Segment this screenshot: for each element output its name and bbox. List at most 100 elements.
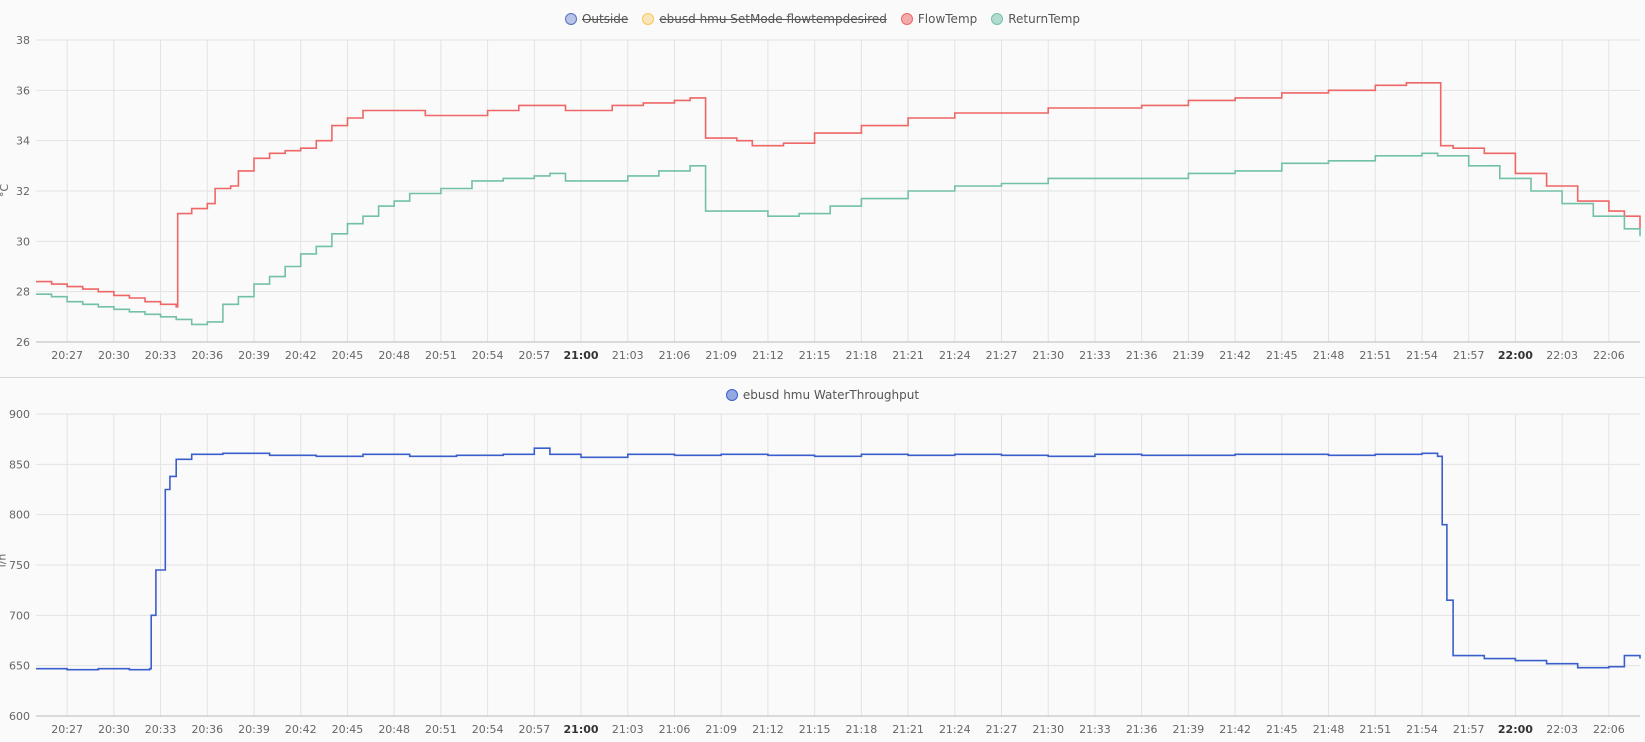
x-tick-label: 22:06 — [1593, 723, 1625, 736]
legend-marker-ebusd-hmu-waterthroughput — [725, 389, 738, 401]
x-tick-label: 21:45 — [1266, 349, 1298, 362]
y-tick-label: 800 — [9, 509, 30, 522]
x-tick-label: 21:48 — [1313, 723, 1345, 736]
legend-marker-outside — [564, 13, 577, 25]
series-line-ebusd-hmu-waterthroughput — [36, 447, 1641, 671]
y-tick-label: 650 — [9, 660, 30, 673]
x-tick-label: 20:30 — [98, 723, 130, 736]
x-tick-label: 20:51 — [425, 349, 457, 362]
x-tick-label: 21:42 — [1219, 723, 1251, 736]
x-tick-label: 21:30 — [1032, 349, 1064, 362]
x-tick-label: 20:54 — [472, 349, 504, 362]
water-throughput-chart-y-axis-label: l/h — [0, 553, 9, 568]
x-tick-label: 21:42 — [1219, 349, 1251, 362]
x-tick-label: 21:06 — [659, 349, 691, 362]
legend-item-flowtemp[interactable]: FlowTemp — [900, 12, 978, 26]
x-tick-label: 21:30 — [1032, 723, 1064, 736]
y-tick-label: 850 — [9, 458, 30, 471]
temperature-chart-legend: Outside ebusd hmu SetMode flowtempdesired… — [0, 12, 1645, 26]
x-tick-label: 21:33 — [1079, 723, 1111, 736]
y-tick-label: 600 — [9, 710, 30, 723]
x-tick-label: 21:15 — [799, 723, 831, 736]
legend-marker-flowtemp — [900, 13, 913, 25]
x-tick-label: 22:00 — [1498, 723, 1533, 736]
x-tick-label: 22:03 — [1546, 723, 1578, 736]
x-tick-label: 20:36 — [191, 349, 223, 362]
y-tick-label: 32 — [16, 185, 30, 198]
y-tick-label: 36 — [16, 84, 30, 97]
x-tick-label: 22:06 — [1593, 349, 1625, 362]
y-tick-label: 750 — [9, 559, 30, 572]
temperature-chart-panel: Outside ebusd hmu SetMode flowtempdesired… — [0, 12, 1645, 362]
x-tick-label: 21:24 — [939, 723, 971, 736]
x-tick-label: 20:48 — [378, 349, 410, 362]
legend-label-outside: Outside — [581, 12, 629, 26]
water-throughput-chart-panel: ebusd hmu WaterThroughput 600 650 700 750 80… — [0, 378, 1645, 742]
x-tick-label: 21:21 — [892, 723, 924, 736]
y-tick-label: 26 — [16, 336, 30, 349]
y-tick-label: 700 — [9, 609, 30, 622]
x-tick-label: 20:51 — [425, 723, 457, 736]
x-tick-label: 20:33 — [145, 723, 177, 736]
x-tick-label: 21:00 — [564, 349, 599, 362]
x-tick-label: 20:45 — [332, 349, 364, 362]
x-tick-label: 20:42 — [285, 349, 317, 362]
y-tick-label: 34 — [16, 135, 30, 148]
legend-item-returntemp[interactable]: ReturnTemp — [991, 12, 1080, 26]
x-tick-label: 20:45 — [332, 723, 364, 736]
x-tick-label: 20:48 — [378, 723, 410, 736]
x-tick-label: 21:24 — [939, 349, 971, 362]
y-tick-label: 28 — [16, 286, 30, 299]
series-line-flowtemp — [36, 82, 1641, 308]
x-tick-label: 20:42 — [285, 723, 317, 736]
x-tick-label: 21:36 — [1126, 723, 1158, 736]
x-tick-label: 21:09 — [705, 723, 737, 736]
temperature-chart-y-axis-label: °C — [0, 183, 12, 198]
x-tick-label: 20:39 — [238, 349, 270, 362]
legend-item-ebusd-hmu-waterthroughput[interactable]: ebusd hmu WaterThroughput — [725, 388, 920, 402]
x-tick-label: 20:27 — [51, 723, 83, 736]
x-tick-label: 21:33 — [1079, 349, 1111, 362]
x-tick-label: 21:57 — [1453, 723, 1485, 736]
x-tick-label: 21:54 — [1406, 723, 1438, 736]
x-tick-label: 21:54 — [1406, 349, 1438, 362]
x-tick-label: 20:30 — [98, 349, 130, 362]
x-tick-label: 21:39 — [1173, 349, 1205, 362]
legend-label-ebusd-hmu-waterthroughput: ebusd hmu WaterThroughput — [742, 388, 920, 402]
x-tick-label: 22:03 — [1546, 349, 1578, 362]
x-tick-label: 21:18 — [846, 723, 878, 736]
panel-divider — [0, 377, 1645, 378]
x-tick-label: 21:15 — [799, 349, 831, 362]
x-tick-label: 21:36 — [1126, 349, 1158, 362]
x-tick-label: 21:21 — [892, 349, 924, 362]
legend-item-ebusd-hmu-setmode-flowtempdesired[interactable]: ebusd hmu SetMode flowtempdesired — [642, 12, 887, 26]
x-tick-label: 21:00 — [564, 723, 599, 736]
legend-item-outside[interactable]: Outside — [564, 12, 629, 26]
x-tick-label: 20:57 — [518, 349, 550, 362]
legend-label-returntemp: ReturnTemp — [1008, 12, 1081, 26]
legend-marker-ebusd-hmu-setmode-flowtempdesired — [642, 13, 655, 25]
x-tick-label: 20:33 — [145, 349, 177, 362]
x-tick-label: 21:12 — [752, 349, 784, 362]
water-throughput-chart: 600 650 700 750 800 850 900 20:27 20:30 20:33 20:3… — [9, 408, 1641, 736]
x-tick-label: 20:36 — [191, 723, 223, 736]
x-tick-label: 22:00 — [1498, 349, 1533, 362]
x-tick-label: 21:06 — [659, 723, 691, 736]
x-tick-label: 20:57 — [518, 723, 550, 736]
x-tick-label: 21:39 — [1173, 723, 1205, 736]
x-tick-label: 21:18 — [846, 349, 878, 362]
x-tick-label: 20:39 — [238, 723, 270, 736]
x-tick-label: 21:12 — [752, 723, 784, 736]
y-tick-label: 900 — [9, 408, 30, 421]
x-tick-label: 21:45 — [1266, 723, 1298, 736]
x-tick-label: 21:27 — [986, 723, 1018, 736]
water-throughput-chart-legend: ebusd hmu WaterThroughput — [0, 388, 1645, 402]
x-tick-label: 20:54 — [472, 723, 504, 736]
x-tick-label: 21:27 — [986, 349, 1018, 362]
x-tick-label: 21:09 — [705, 349, 737, 362]
x-tick-label: 21:03 — [612, 723, 644, 736]
y-tick-label: 30 — [16, 235, 30, 248]
legend-label-flowtemp: FlowTemp — [917, 12, 978, 26]
x-tick-label: 21:57 — [1453, 349, 1485, 362]
legend-marker-returntemp — [991, 13, 1004, 25]
